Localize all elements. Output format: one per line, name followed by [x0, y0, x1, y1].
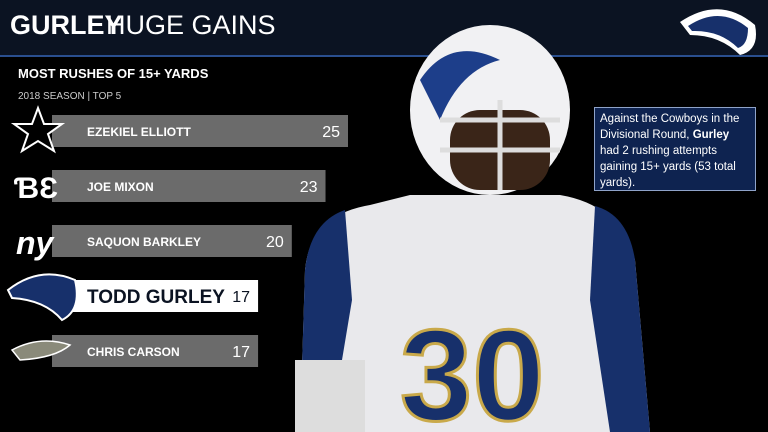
- title: HUGE GAINS: [106, 10, 276, 40]
- svg-text:30: 30: [400, 302, 545, 432]
- rams-logo: [680, 9, 756, 56]
- caption: 2018 SEASON | TOP 5: [18, 91, 122, 102]
- bengals-logo: ƁƐ: [14, 172, 58, 205]
- category-label: CHRIS CARSON: [87, 345, 180, 359]
- player-photo: 30: [295, 25, 650, 432]
- bar: [52, 115, 348, 147]
- bar: [52, 335, 259, 367]
- subtitle: MOST RUSHES OF 15+ YARDS: [18, 66, 209, 81]
- title-bold: GURLEY: [10, 10, 123, 40]
- cowboys-logo: [10, 105, 66, 154]
- annotation-bold: Gurley: [692, 129, 730, 141]
- seahawks-logo: [10, 340, 72, 361]
- rams-small-logo: [6, 273, 78, 322]
- annotation: Against the Cowboys in the Divisional Ro…: [594, 107, 756, 191]
- category-label: SAQUON BARKLEY: [87, 235, 201, 249]
- bar: [52, 170, 326, 202]
- category-label: TODD GURLEY: [87, 287, 225, 308]
- header-rule: [0, 55, 768, 57]
- category-label: JOE MIXON: [87, 180, 154, 194]
- bar: [52, 280, 259, 312]
- value-label: 25: [322, 124, 340, 141]
- value-label: 17: [232, 344, 250, 361]
- value-label: 20: [266, 234, 284, 251]
- value-label: 23: [300, 179, 318, 196]
- header-band: [0, 0, 768, 56]
- giants-logo: ny: [16, 225, 56, 261]
- bar: [52, 225, 292, 257]
- annotation-text: had 2 rushing attempts gaining 15+ yards…: [600, 145, 736, 189]
- annotation-text: Against the Cowboys in the Divisional Ro…: [600, 113, 740, 141]
- category-label: EZEKIEL ELLIOTT: [87, 125, 191, 139]
- value-label: 17: [232, 289, 250, 306]
